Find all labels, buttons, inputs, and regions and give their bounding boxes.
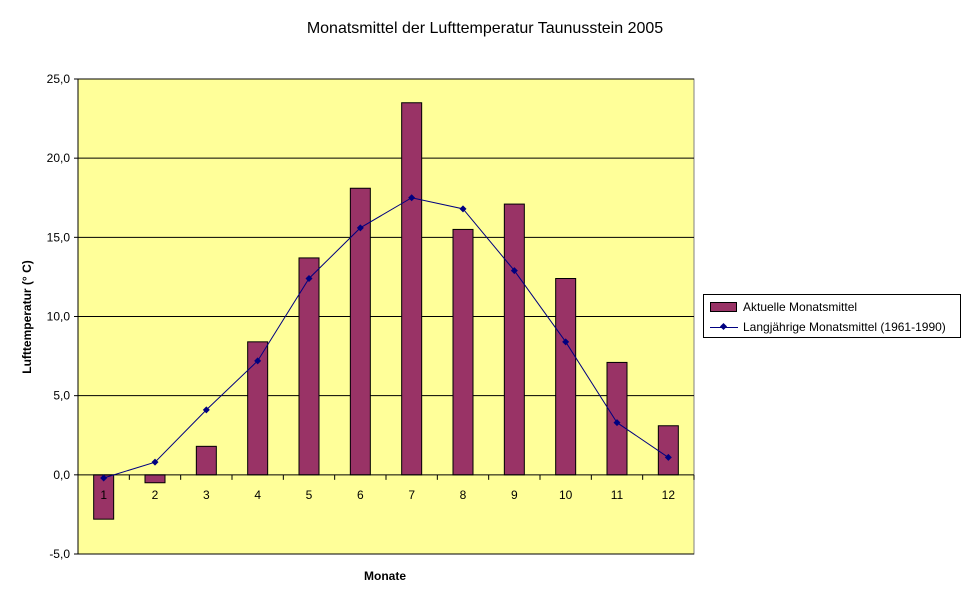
line-point bbox=[408, 194, 416, 202]
line-point bbox=[664, 453, 672, 461]
x-tick-label: 8 bbox=[460, 488, 467, 502]
x-tick-label: 12 bbox=[662, 488, 676, 502]
legend-label-bars: Aktuelle Monatsmittel bbox=[743, 300, 858, 314]
line-point bbox=[510, 267, 518, 275]
y-tick-label: 0,0 bbox=[53, 468, 70, 482]
line-point bbox=[356, 224, 364, 232]
bar bbox=[144, 474, 166, 484]
bar bbox=[452, 228, 474, 476]
y-tick-label: 5,0 bbox=[53, 389, 70, 403]
x-axis-label: Monate bbox=[364, 569, 406, 583]
bar bbox=[606, 361, 628, 476]
bar-series bbox=[93, 102, 679, 520]
legend-label-line: Langjährige Monatsmittel (1961-1990) bbox=[743, 320, 946, 334]
y-tick-label: 25,0 bbox=[47, 72, 71, 86]
y-tick-label: 15,0 bbox=[47, 230, 71, 244]
line-point bbox=[100, 474, 108, 482]
legend: Aktuelle Monatsmittel Langjährige Monats… bbox=[703, 294, 961, 338]
x-tick-label: 10 bbox=[559, 488, 573, 502]
bar bbox=[401, 102, 423, 476]
y-axis-label: Lufttemperatur (° C) bbox=[20, 260, 34, 373]
line-point bbox=[459, 205, 467, 213]
x-tick-label: 2 bbox=[152, 488, 159, 502]
x-axis-ticks: 1 2 3 4 5 6 7 8 9 10 11 12 bbox=[77, 474, 695, 502]
line-point bbox=[151, 458, 159, 466]
y-axis-ticks: -5,0 0,0 5,0 10,0 15,0 20,0 25,0 bbox=[47, 72, 78, 561]
legend-item-line: Langjährige Monatsmittel (1961-1990) bbox=[704, 318, 960, 336]
y-tick-label: -5,0 bbox=[49, 547, 70, 561]
x-tick-label: 9 bbox=[511, 488, 518, 502]
y-tick-label: 10,0 bbox=[47, 310, 71, 324]
x-tick-label: 1 bbox=[100, 488, 107, 502]
line-series bbox=[100, 194, 672, 482]
bar bbox=[555, 278, 577, 476]
line-point bbox=[613, 419, 621, 427]
gridlines bbox=[78, 78, 694, 555]
bar bbox=[503, 203, 525, 476]
x-tick-label: 7 bbox=[408, 488, 415, 502]
chart-title: Monatsmittel der Lufttemperatur Taunusst… bbox=[306, 20, 664, 37]
line-point bbox=[305, 275, 313, 282]
x-tick-label: 4 bbox=[254, 488, 261, 502]
legend-line-swatch bbox=[710, 322, 738, 332]
series-line bbox=[103, 197, 669, 479]
x-tick-label: 3 bbox=[203, 488, 210, 502]
bar bbox=[195, 445, 217, 476]
y-tick-label: 20,0 bbox=[47, 151, 71, 165]
x-tick-label: 5 bbox=[306, 488, 313, 502]
line-point bbox=[562, 338, 570, 346]
legend-bar-swatch bbox=[710, 302, 737, 312]
x-tick-label: 6 bbox=[357, 488, 364, 502]
bar bbox=[657, 425, 679, 476]
x-tick-label: 11 bbox=[611, 488, 624, 502]
legend-item-bars: Aktuelle Monatsmittel bbox=[704, 298, 960, 316]
line-point bbox=[254, 357, 262, 365]
line-point bbox=[202, 406, 210, 414]
